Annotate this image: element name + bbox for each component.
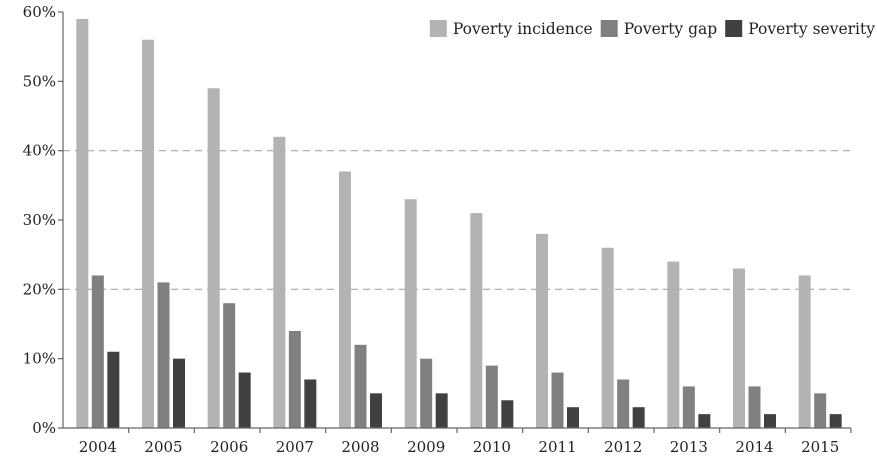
bar-poverty-severity-2005 [173,358,185,428]
bar-poverty-gap-2013 [682,386,695,428]
legend-label: Poverty gap [624,20,718,38]
bar-poverty-incidence-2006 [207,88,220,429]
bar-poverty-gap-2004 [91,275,104,428]
x-axis-ticks: 2004 2005 2006 2007 2008 2009 2010 2011 2012 2013… [79,428,852,456]
bar-poverty-gap-2012 [617,379,630,428]
gridlines [63,150,851,290]
legend-swatch [600,20,618,37]
y-tick-label: 50% [23,72,56,90]
bar-poverty-severity-2006 [238,372,251,428]
bar-poverty-incidence-2014 [733,268,745,428]
bar-poverty-gap-2009 [420,358,433,428]
bar-poverty-incidence-2013 [667,261,680,428]
bar-poverty-severity-2008 [370,393,382,428]
x-tick-label: 2007 [276,438,314,456]
bar-poverty-severity-2010 [501,400,514,428]
bar-poverty-incidence-2007 [273,136,286,429]
bar-poverty-severity-2012 [632,407,645,428]
legend: Poverty incidence Poverty gap Poverty seve… [429,20,875,38]
bar-poverty-severity-2015 [829,414,842,428]
bar-poverty-severity-2011 [567,407,579,428]
bar-poverty-gap-2005 [157,282,170,428]
x-tick-label: 2004 [79,438,117,456]
y-tick-label: 0% [32,419,56,437]
legend-item: Poverty severity [725,20,875,38]
y-tick-label: 20% [23,280,56,298]
y-tick-label: 40% [23,142,56,160]
x-tick-label: 2009 [407,438,445,456]
x-tick-label: 2015 [801,438,839,456]
bar-poverty-gap-2006 [223,303,236,428]
bar-poverty-gap-2007 [288,330,301,428]
bar-poverty-severity-2004 [107,351,120,428]
x-tick-label: 2010 [473,438,511,456]
bar-poverty-gap-2008 [354,344,367,428]
bar-poverty-severity-2013 [698,414,711,428]
bar-poverty-gap-2010 [485,365,498,428]
x-tick-label: 2008 [341,438,379,456]
y-tick-label: 10% [23,350,56,368]
x-tick-label: 2005 [144,438,182,456]
bar-poverty-incidence-2004 [76,18,89,429]
bar-poverty-gap-2011 [551,372,564,428]
bar-poverty-gap-2015 [814,393,827,428]
bar-poverty-incidence-2005 [142,39,154,428]
legend-label: Poverty incidence [453,20,593,38]
bar-poverty-severity-2007 [304,379,317,428]
y-tick-label: 30% [23,211,56,229]
legend-item: Poverty incidence [429,20,593,38]
bars [76,18,842,429]
bar-poverty-incidence-2008 [339,171,351,428]
bar-poverty-severity-2014 [764,414,776,428]
legend-label: Poverty severity [748,20,875,38]
x-tick-label: 2006 [210,438,248,456]
bar-poverty-incidence-2011 [536,233,548,428]
x-tick-label: 2014 [735,438,773,456]
bar-poverty-incidence-2015 [798,275,811,428]
x-tick-label: 2012 [604,438,642,456]
bar-poverty-incidence-2010 [470,213,483,428]
y-tick-label: 60% [23,3,56,21]
x-tick-label: 2011 [538,438,576,456]
bar-poverty-incidence-2009 [404,199,417,428]
legend-swatch [725,20,743,37]
y-axis-ticks: 0% 10% 20% 30% 40% 50% 60% [23,3,63,437]
bar-poverty-severity-2009 [435,393,448,428]
legend-swatch [429,20,447,37]
bar-poverty-gap-2014 [748,386,761,428]
bar-poverty-incidence-2012 [601,247,614,428]
legend-item: Poverty gap [600,20,718,38]
x-tick-label: 2013 [670,438,708,456]
